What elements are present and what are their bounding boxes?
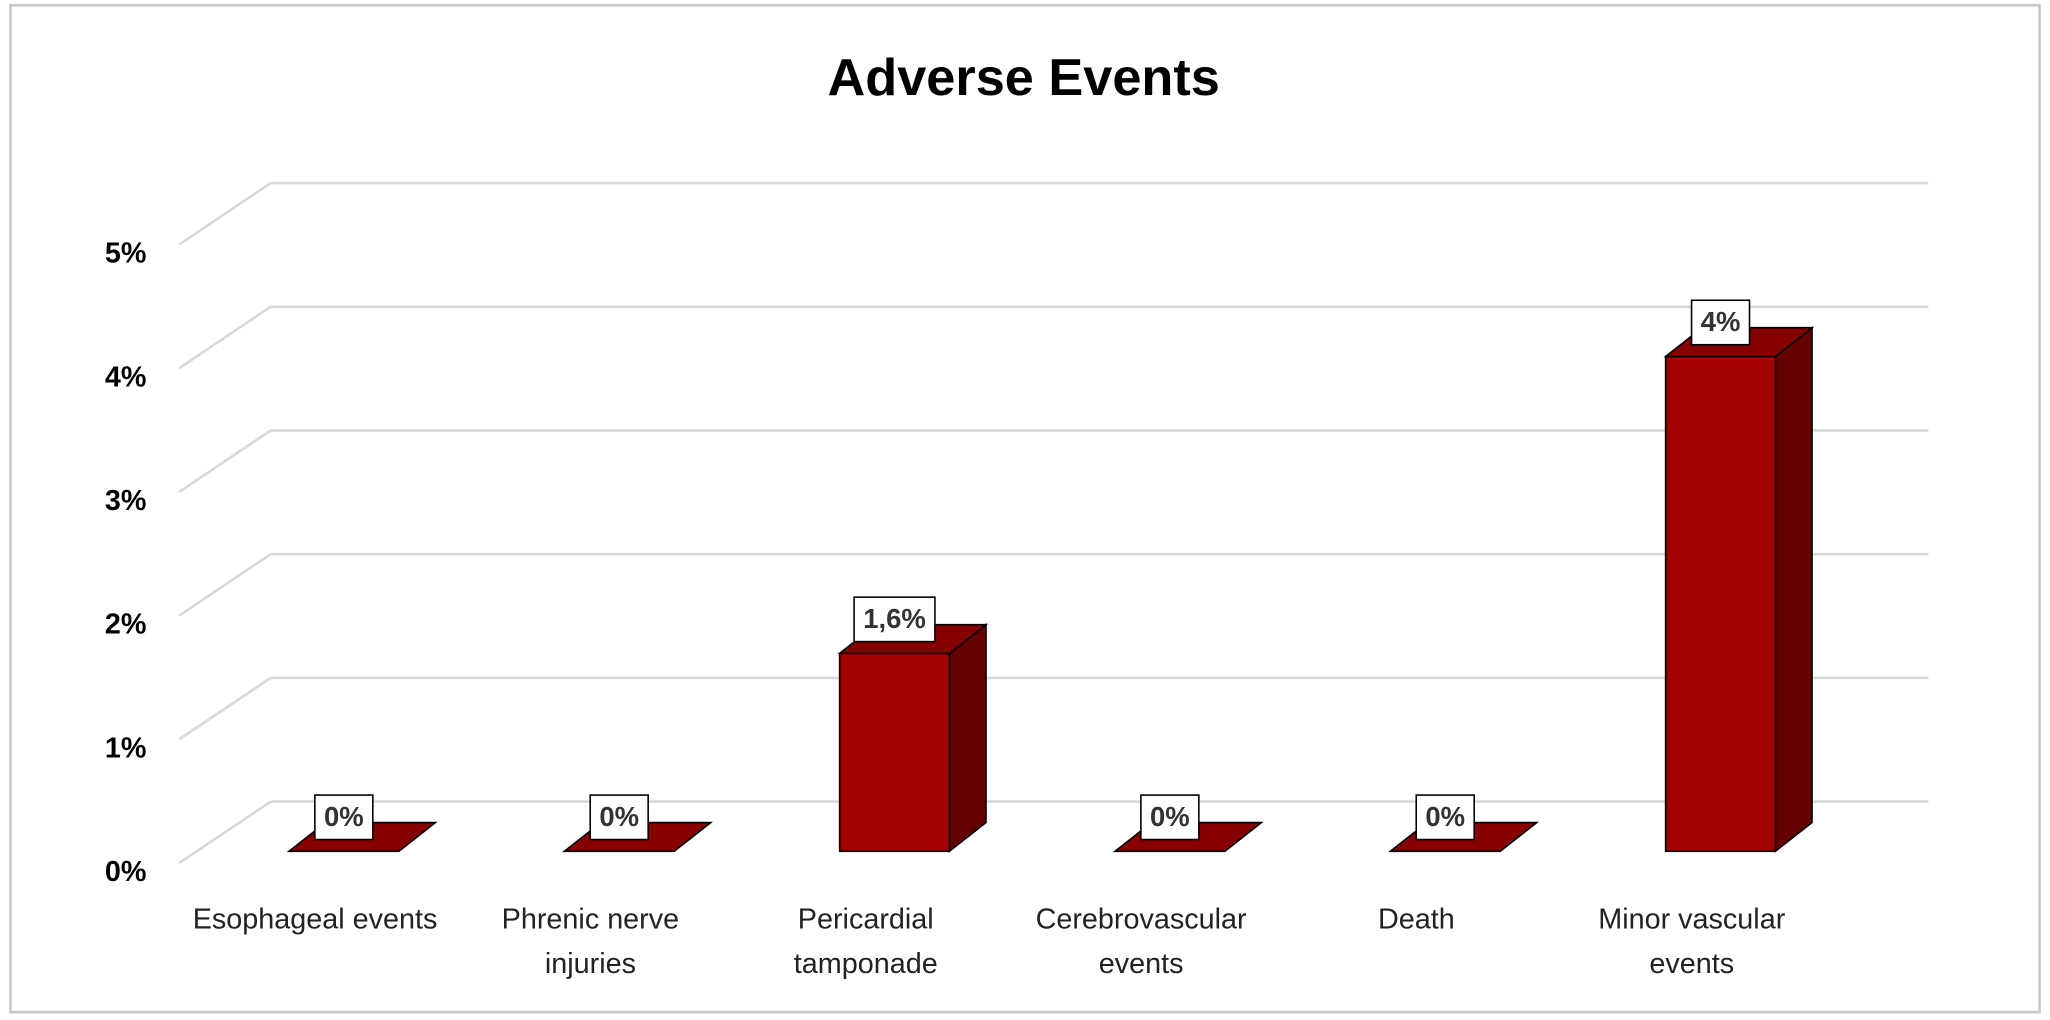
x-label-box: Cerebrovascular events [1035, 902, 1247, 980]
value-label-group: 4% [1690, 299, 1751, 346]
value-label-box [589, 794, 649, 841]
value-label-box [1690, 299, 1751, 346]
value-label: 4% [1701, 306, 1741, 337]
grid-line-side [178, 800, 272, 865]
chart-title: Adverse Events [827, 49, 1219, 107]
y-tick-label: 5% [105, 238, 147, 270]
grid-line-side [178, 181, 272, 246]
value-label-group: 0% [589, 794, 649, 841]
y-tick-label: 0% [105, 856, 147, 888]
y-tick-label: 4% [105, 361, 147, 393]
value-label-box [1415, 794, 1475, 841]
x-label-box: Pericardial tamponade [793, 902, 938, 980]
y-tick-label: 3% [105, 485, 147, 517]
value-label: 0% [1150, 801, 1190, 832]
value-label-group: 0% [1140, 794, 1200, 841]
value-label-box [1140, 794, 1200, 841]
bar [838, 652, 951, 853]
x-tick-label: Death [1378, 902, 1455, 935]
value-label: 0% [599, 801, 639, 832]
x-label-box: Esophageal events [192, 902, 438, 935]
bar [1664, 355, 1777, 853]
grid-line-side [178, 429, 272, 494]
x-label-box: Death [1378, 902, 1455, 935]
x-label-box: Phrenic nerve injuries [501, 902, 680, 980]
x-tick-label: Phrenic nerve injuries [501, 902, 680, 980]
bar-side [1774, 326, 1813, 853]
value-label-box [853, 596, 936, 643]
y-tick-label: 2% [105, 609, 147, 641]
x-tick-label: Esophageal events [192, 902, 438, 935]
value-label: 0% [324, 801, 364, 832]
x-tick-label: Cerebrovascular events [1035, 902, 1247, 980]
x-tick-label: Pericardial tamponade [793, 902, 938, 980]
grid-line-side [178, 553, 272, 617]
bar-side [948, 622, 987, 853]
value-label-group: 0% [314, 794, 374, 841]
value-label-group: 1,6% [853, 596, 936, 643]
value-label-box [314, 794, 374, 841]
grid-line-side [178, 305, 272, 370]
value-label: 1,6% [863, 603, 926, 634]
x-label-box: Minor vascular events [1598, 902, 1786, 980]
value-label: 0% [1425, 801, 1465, 832]
grid-line-side [178, 676, 272, 741]
y-tick-label: 1% [105, 732, 147, 764]
value-label-group: 0% [1415, 794, 1475, 841]
x-tick-label: Minor vascular events [1598, 902, 1786, 980]
